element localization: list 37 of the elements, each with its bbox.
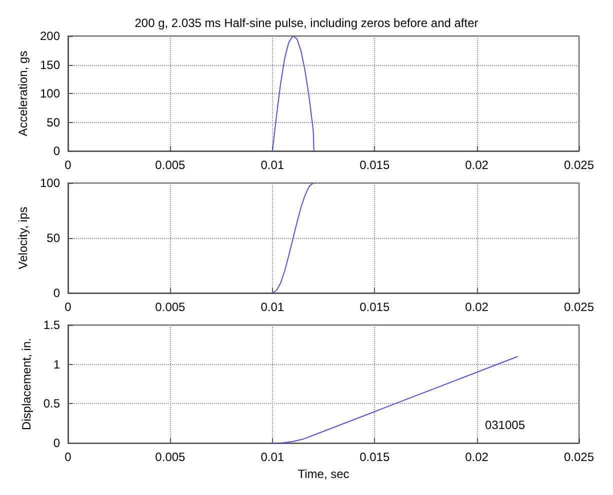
x-tick-label: 0.015 — [360, 300, 390, 314]
x-axis-title: Time, sec — [298, 467, 350, 481]
y-tick-label: 100 — [40, 86, 60, 100]
x-tick-label: 0.02 — [465, 158, 489, 172]
x-tick-label: 0.01 — [260, 158, 284, 172]
y-tick-label: 1 — [53, 357, 60, 372]
y-tick-label: 0 — [53, 436, 60, 450]
y-tick-label: 150 — [40, 58, 60, 72]
y-axis-title: Displacement, in. — [19, 338, 34, 430]
chart-title: 200 g, 2.035 ms Half-sine pulse, including zeros before and after — [134, 16, 478, 30]
x-tick-label: 0.02 — [465, 450, 489, 464]
y-axis-title: Velocity, ips — [16, 206, 30, 270]
x-tick-label: 0.025 — [564, 450, 594, 464]
x-tick-label: 0.025 — [564, 158, 594, 172]
y-tick-label: 1.5 — [43, 318, 60, 332]
x-tick-label: 0.015 — [360, 450, 390, 464]
y-tick-label: 100 — [40, 176, 60, 190]
x-tick-label: 0.01 — [260, 300, 284, 314]
x-tick-label: 0.005 — [155, 450, 186, 464]
y-tick-label: 0 — [53, 144, 60, 158]
x-tick-label: 0 — [64, 300, 72, 314]
x-tick-label: 0.02 — [465, 300, 489, 314]
x-tick-label: 0.025 — [564, 300, 594, 314]
y-tick-label: 0 — [53, 286, 60, 300]
x-tick-label: 0.005 — [155, 300, 186, 314]
y-tick-label: 50 — [46, 231, 60, 245]
line-series — [272, 36, 314, 152]
y-tick-label: 50 — [46, 115, 60, 130]
x-tick-label: 0 — [64, 450, 72, 464]
y-tick-label: 200 — [40, 29, 60, 43]
y-axis-title: Acceleration, gs — [16, 50, 30, 136]
x-tick-label: 0.015 — [360, 158, 390, 172]
x-tick-label: 0.01 — [260, 450, 284, 464]
y-tick-label: 0.5 — [43, 396, 60, 411]
x-tick-label: 0 — [64, 158, 72, 172]
annotation: 031005 — [484, 418, 526, 432]
x-tick-label: 0.005 — [155, 158, 186, 172]
